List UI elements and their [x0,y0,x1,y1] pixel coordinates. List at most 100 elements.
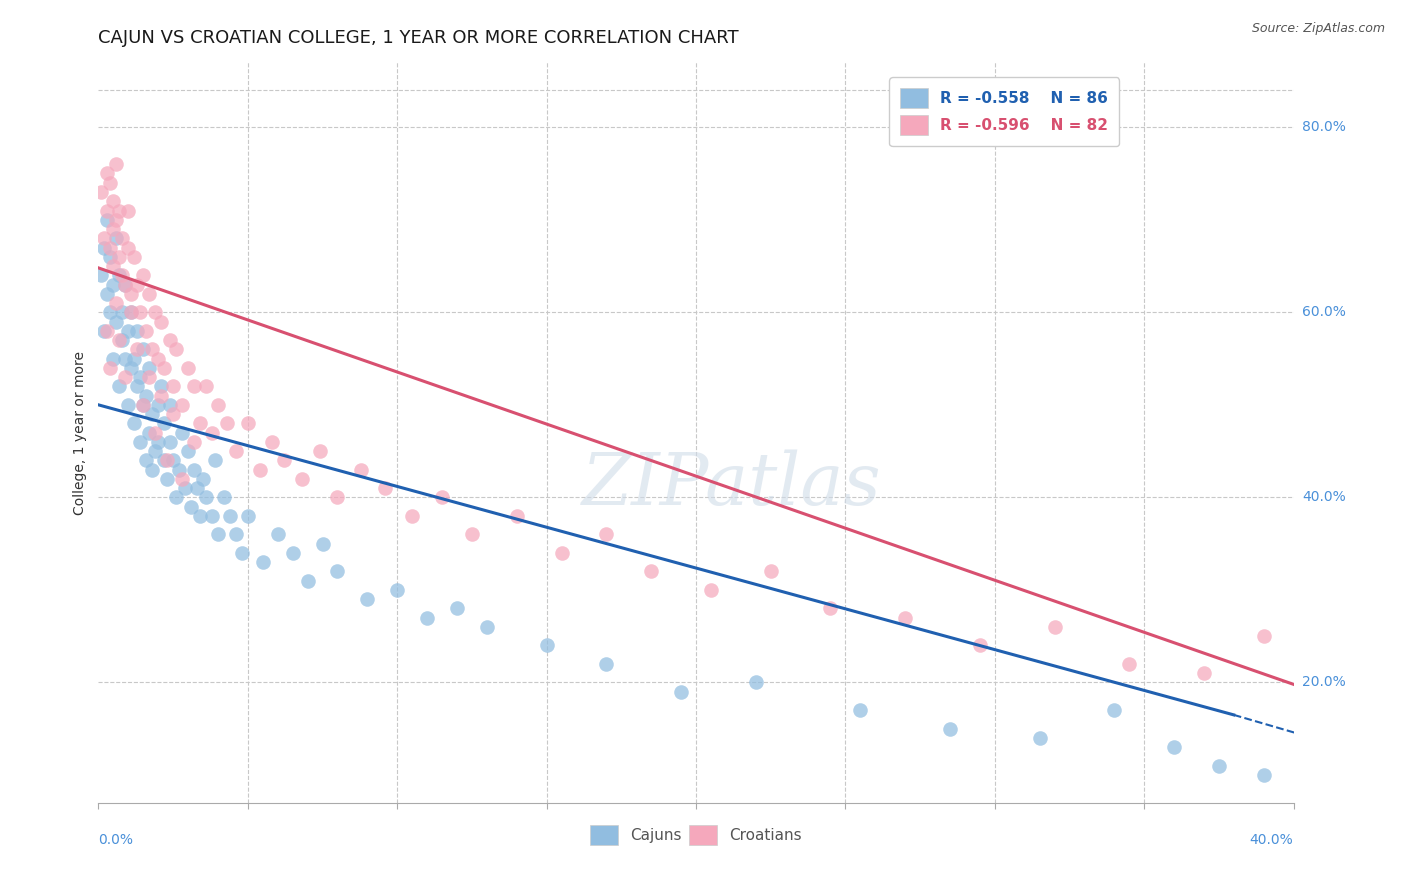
Point [167,462,190,476]
Point [138,360,160,375]
Point [153,360,176,375]
Point [326,565,349,579]
Point [207,527,229,541]
Point [162,379,184,393]
Point [96,324,118,338]
Text: 60.0%: 60.0% [1302,305,1346,319]
Point [108,268,131,283]
Point [291,472,314,486]
Point [108,203,131,218]
Point [98,250,122,264]
Point [1253,629,1275,643]
Text: 40.0%: 40.0% [1250,833,1294,847]
Point [252,555,274,569]
Point [141,343,163,357]
Point [308,444,330,458]
Point [150,314,173,328]
Point [1192,666,1215,681]
Point [159,333,181,347]
Point [114,277,136,292]
Point [148,351,170,366]
Point [98,176,122,190]
Point [183,462,205,476]
Point [150,389,173,403]
Point [103,194,125,209]
Point [1208,758,1230,772]
Point [969,639,991,653]
Point [172,425,194,440]
Point [165,491,187,505]
Point [120,305,142,319]
Point [212,491,235,505]
Point [117,203,139,218]
Point [180,500,202,514]
Point [111,333,134,347]
Point [117,324,139,338]
Text: 80.0%: 80.0% [1302,120,1346,134]
Point [148,398,170,412]
Point [143,425,166,440]
Point [127,343,149,357]
Point [120,305,142,319]
Point [129,370,152,384]
Point [98,305,122,319]
Point [96,166,118,180]
Point [108,379,131,393]
Point [207,398,229,412]
Point [143,444,166,458]
Text: 20.0%: 20.0% [1302,675,1346,690]
Point [225,527,247,541]
Point [93,240,115,254]
Point [236,417,259,431]
Point [172,398,194,412]
Point [108,333,131,347]
Point [111,231,134,245]
Point [1118,657,1140,671]
Point [1104,703,1126,717]
Point [326,491,349,505]
Point [120,360,142,375]
Point [105,212,128,227]
Point [183,434,205,449]
Point [132,268,155,283]
Point [669,685,692,699]
Point [260,434,283,449]
Point [105,314,128,328]
Point [475,620,498,634]
Point [98,240,122,254]
Point [1253,768,1275,782]
Point [90,185,112,199]
Point [215,417,238,431]
Point [138,425,160,440]
Point [416,610,439,624]
Point [98,360,122,375]
Point [96,286,118,301]
Point [219,508,242,523]
Point [700,582,723,597]
Point [350,462,373,476]
Point [105,231,128,245]
Point [103,259,125,273]
Point [138,286,160,301]
Point [127,379,149,393]
Point [446,601,468,615]
Point [90,268,112,283]
Point [162,407,184,421]
Point [231,546,253,560]
Point [114,277,136,292]
Point [461,527,484,541]
Point [105,157,128,171]
Point [132,398,155,412]
Point [124,417,146,431]
Point [430,491,453,505]
Point [281,546,304,560]
Point [132,398,155,412]
Point [759,565,782,579]
Point [117,398,139,412]
Point [640,565,662,579]
Point [894,610,917,624]
Point [401,508,423,523]
Point [536,639,558,653]
Point [374,481,396,495]
Point [159,398,181,412]
